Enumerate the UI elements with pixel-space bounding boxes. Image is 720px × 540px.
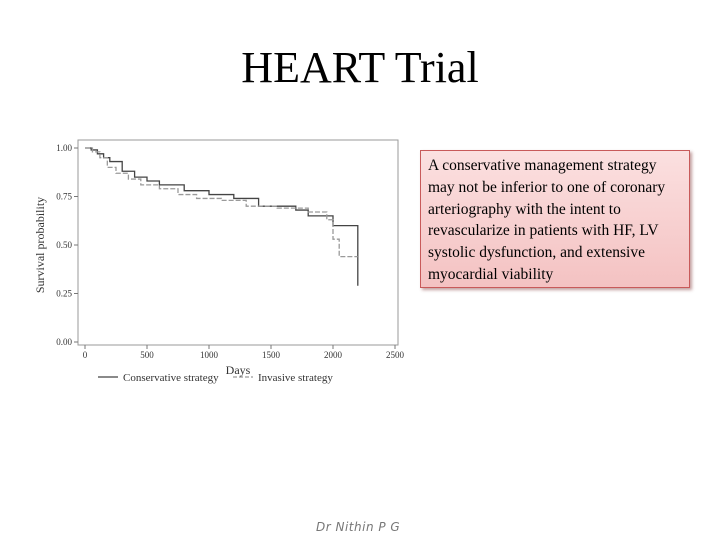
y-axis-label: Survival probability (33, 197, 47, 293)
survival-chart: 0.00 0.25 0.50 0.75 1.00 0 500 1000 1500 2000 250… (33, 139, 405, 384)
y-tick-label: 0.75 (56, 192, 72, 202)
y-tick-label: 0.50 (56, 240, 72, 250)
legend-label: Invasive strategy (258, 372, 333, 384)
y-tick-label: 0.25 (56, 289, 72, 299)
x-tick-label: 1000 (200, 350, 219, 360)
x-tick-label: 2000 (324, 350, 343, 360)
plot-frame (77, 139, 399, 346)
x-tick-label: 500 (140, 350, 154, 360)
y-tick-label: 1.00 (56, 143, 72, 153)
x-tick-label: 1500 (262, 350, 281, 360)
footer-author: Dr Nithin P G (316, 520, 401, 534)
slide-title: HEART Trial (241, 43, 479, 92)
x-tick-label: 0 (83, 350, 88, 360)
series-line-conservative (85, 147, 359, 286)
x-axis-label: Days (226, 363, 251, 377)
legend-label: Conservative strategy (123, 372, 219, 384)
y-tick-label: 0.00 (56, 337, 72, 347)
series-line-invasive (85, 147, 358, 258)
x-tick-label: 2500 (386, 350, 405, 360)
callout-box: A conservative management strategy may n… (420, 150, 690, 288)
